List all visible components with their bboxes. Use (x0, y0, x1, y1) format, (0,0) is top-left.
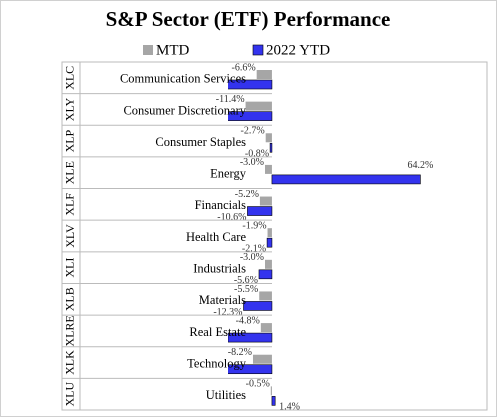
bar (271, 396, 276, 406)
value-label: -4.8% (236, 315, 260, 326)
bar (265, 133, 272, 143)
bar (259, 196, 272, 206)
legend-label: MTD (156, 42, 190, 58)
ticker-label: XLV (63, 224, 77, 248)
y-tick-label: Financials (195, 198, 247, 212)
legend-swatch (143, 45, 153, 55)
ticker-label: XLK (63, 350, 77, 375)
legend-swatch (252, 44, 264, 56)
y-tick-label: Materials (199, 293, 246, 307)
y-tick-label: Technology (187, 356, 247, 370)
y-tick-label: Energy (210, 167, 247, 181)
ticker-label: XLF (63, 193, 77, 216)
bar (256, 70, 272, 79)
bar (260, 323, 272, 333)
y-tick-label: Industrials (193, 262, 246, 276)
bar (228, 111, 273, 121)
bar (228, 364, 273, 375)
value-label: -12.3% (213, 307, 242, 318)
ticker-label: XLY (63, 97, 77, 121)
ticker-label: XLU (63, 382, 77, 407)
bar (245, 101, 272, 111)
plot-frame (61, 61, 488, 411)
bar (269, 142, 273, 153)
ticker-label: XLE (63, 161, 77, 184)
y-tick-label: Consumer Staples (155, 135, 246, 149)
bar (271, 174, 421, 185)
value-label: -0.5% (246, 379, 270, 390)
value-label: -10.6% (217, 212, 246, 223)
bar (266, 237, 273, 248)
bar (258, 269, 273, 280)
value-label: -0.8% (245, 149, 269, 160)
bar (265, 164, 272, 174)
bar (267, 228, 272, 238)
value-label: -3.0% (240, 252, 264, 263)
ticker-label: XLB (63, 287, 77, 311)
bar (265, 259, 272, 269)
y-tick-label: Consumer Discretionary (123, 103, 246, 117)
bar (228, 79, 273, 90)
bar (252, 354, 272, 364)
value-label: -2.7% (241, 126, 265, 137)
ticker-label: XLC (63, 66, 77, 90)
y-tick-label: Real Estate (189, 325, 246, 339)
value-label: -11.4% (216, 94, 245, 105)
bar (259, 291, 272, 301)
bar (270, 386, 272, 396)
plot-area (228, 70, 421, 406)
value-label: -5.5% (234, 284, 258, 295)
value-label: -1.9% (242, 220, 266, 231)
value-label: -5.6% (234, 275, 258, 286)
bar (228, 332, 273, 343)
value-label: 64.2% (407, 160, 433, 171)
value-label: -6.6% (232, 62, 256, 73)
ticker-label: XLP (63, 129, 77, 152)
y-tick-label: Health Care (186, 230, 246, 244)
y-tick-label: Utilities (206, 388, 246, 402)
value-label: -3.0% (240, 157, 264, 168)
ticker-label: XLRE (63, 315, 77, 346)
legend-label: 2022 YTD (266, 42, 330, 58)
value-label: -5.2% (235, 189, 259, 200)
ticker-label: XLI (63, 258, 77, 278)
value-label: -8.2% (228, 347, 252, 358)
y-tick-label: Communication Services (120, 72, 246, 86)
chart-title: S&P Sector (ETF) Performance (106, 7, 391, 31)
value-label: 1.4% (279, 402, 300, 413)
bar (243, 301, 273, 311)
value-label: -2.1% (242, 243, 266, 254)
bar (247, 206, 273, 216)
